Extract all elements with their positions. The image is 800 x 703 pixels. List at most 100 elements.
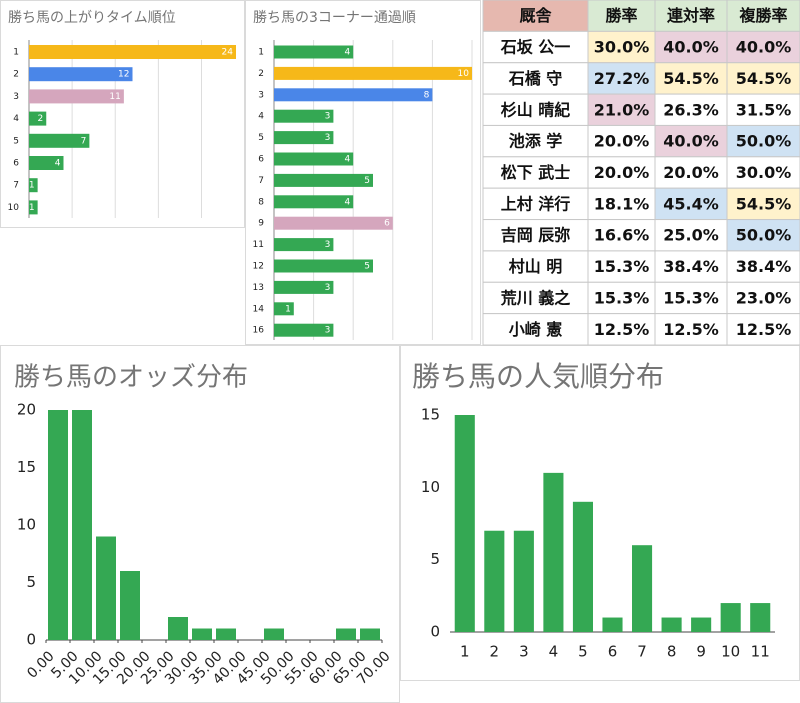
table-text: 杉山 晴紀 xyxy=(501,100,571,119)
category-label: 8 xyxy=(258,197,264,207)
table-text: 15.3% xyxy=(594,257,650,276)
table-text: 18.1% xyxy=(594,194,650,213)
bar xyxy=(29,200,38,215)
table-cell xyxy=(654,219,728,252)
category-label: 9 xyxy=(258,219,264,229)
table-text: 20.0% xyxy=(594,163,650,182)
bar xyxy=(661,617,682,632)
table-text: 30.0% xyxy=(594,38,650,57)
table-text: 荒川 義之 xyxy=(500,288,571,307)
bar xyxy=(360,628,380,640)
table-text: 54.5% xyxy=(736,194,792,213)
table-cell xyxy=(587,219,656,252)
value-label: 1 xyxy=(29,181,35,191)
category-label: 1 xyxy=(258,48,264,58)
y-tick-label: 5 xyxy=(26,573,36,591)
x-tick-label: 9 xyxy=(696,643,706,661)
bar xyxy=(29,67,133,82)
bar xyxy=(484,530,505,632)
value-label: 5 xyxy=(364,262,370,272)
bar xyxy=(274,323,334,337)
category-label: 6 xyxy=(258,155,264,165)
chart-title: 勝ち馬の人気順分布 xyxy=(412,360,664,393)
category-label: 3 xyxy=(258,90,264,100)
category-label: 13 xyxy=(253,283,264,293)
table-cell xyxy=(726,313,800,346)
table-cell xyxy=(587,187,656,221)
value-label: 6 xyxy=(384,219,390,229)
table-text: 15.3% xyxy=(594,288,650,307)
y-tick-label: 15 xyxy=(421,406,440,424)
table-text: 27.2% xyxy=(594,69,650,88)
table-text: 38.4% xyxy=(663,257,719,276)
bar xyxy=(274,173,373,187)
table-cell xyxy=(587,30,656,64)
table-text: 16.6% xyxy=(594,226,650,245)
value-label: 3 xyxy=(325,112,331,122)
table-text: 54.5% xyxy=(663,69,719,88)
table-header: 厩舎 xyxy=(519,6,552,25)
table-cell xyxy=(726,124,800,158)
table-text: 15.3% xyxy=(663,288,719,307)
value-label: 4 xyxy=(344,197,350,207)
table-cell xyxy=(654,0,728,32)
bar xyxy=(274,216,393,230)
bar xyxy=(274,131,334,145)
table-text: 23.0% xyxy=(736,288,792,307)
table-cell xyxy=(726,281,800,315)
y-tick-label: 10 xyxy=(17,516,36,534)
table-text: 50.0% xyxy=(736,226,792,245)
bar xyxy=(264,628,284,640)
category-label: 7 xyxy=(13,181,19,191)
table-text: 38.4% xyxy=(736,257,792,276)
value-label: 7 xyxy=(81,136,87,146)
table-cell xyxy=(726,156,800,189)
table-text: 20.0% xyxy=(663,163,719,182)
x-tick-label: 6 xyxy=(608,643,618,661)
category-label: 3 xyxy=(13,92,19,102)
value-label: 4 xyxy=(55,159,61,169)
value-label: 8 xyxy=(424,90,430,100)
value-label: 3 xyxy=(325,240,331,250)
bar xyxy=(274,280,334,294)
bar xyxy=(29,178,38,193)
table-cell xyxy=(726,93,800,126)
bar xyxy=(632,545,653,632)
x-tick-label: 2 xyxy=(490,643,500,661)
table-text: 40.0% xyxy=(736,38,792,57)
bar xyxy=(120,571,140,640)
y-tick-label: 0 xyxy=(430,623,440,641)
bar xyxy=(29,133,90,148)
bar xyxy=(720,603,741,632)
table-cell xyxy=(482,313,589,346)
x-tick-label: 10 xyxy=(721,643,740,661)
table-text: 40.0% xyxy=(663,132,719,151)
table-text: 小崎 憲 xyxy=(509,320,563,339)
table-cell xyxy=(654,250,728,283)
table-text: 26.3% xyxy=(663,100,719,119)
table-cell xyxy=(726,250,800,283)
value-label: 5 xyxy=(364,176,370,186)
table-cell xyxy=(726,219,800,252)
table-text: 12.5% xyxy=(594,320,650,339)
value-label: 11 xyxy=(109,92,120,102)
table-text: 30.0% xyxy=(736,163,792,182)
table-header: 複勝率 xyxy=(738,6,787,25)
value-label: 24 xyxy=(222,48,234,58)
bar xyxy=(602,617,623,632)
value-label: 1 xyxy=(285,304,291,314)
value-label: 3 xyxy=(325,326,331,336)
table-text: 12.5% xyxy=(663,320,719,339)
bar xyxy=(274,88,433,102)
table-text: 45.4% xyxy=(663,194,719,213)
table-text: 石坂 公一 xyxy=(500,38,571,57)
value-label: 12 xyxy=(118,70,129,80)
table-cell xyxy=(726,62,800,95)
value-label: 2 xyxy=(38,114,44,124)
table-cell xyxy=(482,250,589,283)
table-cell xyxy=(482,281,589,315)
bar xyxy=(29,89,124,104)
table-header: 勝率 xyxy=(605,6,637,25)
x-tick-label: 1 xyxy=(460,643,470,661)
value-label: 3 xyxy=(325,133,331,143)
